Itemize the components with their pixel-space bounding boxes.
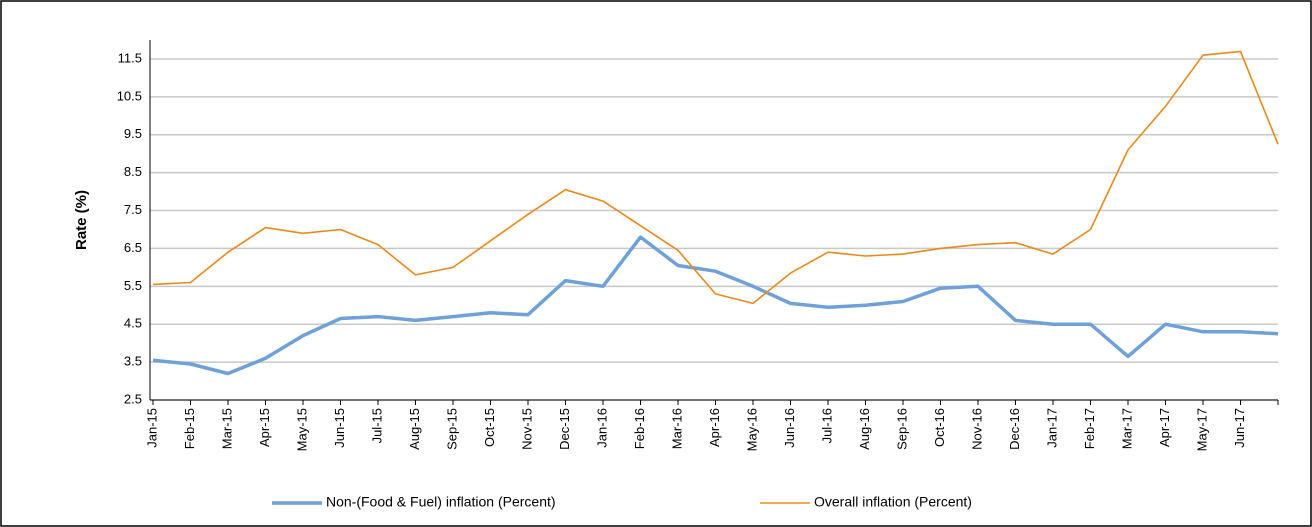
x-tick-label: Apr-16 (707, 408, 722, 447)
y-tick-label: 11.5 (118, 50, 142, 65)
x-tick-label: Sep-15 (444, 408, 459, 450)
x-tick-label: Mar-17 (1119, 408, 1134, 449)
x-tick-label: Jun-16 (782, 408, 797, 448)
y-tick-label: 9.5 (124, 126, 142, 141)
x-tick-label: Dec-16 (1007, 408, 1022, 450)
x-tick-label: Jan-16 (594, 408, 609, 448)
x-tick-label: Aug-16 (857, 408, 872, 450)
y-tick-label: 3.5 (124, 354, 142, 369)
x-tick-label: Feb-15 (182, 408, 197, 449)
x-tick-label: Nov-15 (519, 408, 534, 450)
x-tick-label: Mar-16 (669, 408, 684, 449)
x-tick-label: Dec-15 (557, 408, 572, 450)
x-tick-label: Sep-16 (894, 408, 909, 450)
series-line (152, 50, 1279, 305)
y-tick-label: 8.5 (124, 164, 142, 179)
y-tick-label: 5.5 (124, 278, 142, 293)
x-tick-label: Apr-17 (1157, 408, 1172, 447)
x-tick-label: Feb-16 (632, 408, 647, 449)
y-tick-label: 7.5 (124, 202, 142, 217)
y-axis-label: Rate (%) (73, 190, 90, 250)
y-tick-label: 4.5 (124, 316, 142, 331)
x-tick-label: May-17 (1194, 408, 1209, 451)
series-line (152, 235, 1279, 376)
x-tick-label: Jan-17 (1044, 408, 1059, 448)
x-tick-label: Mar-15 (219, 408, 234, 449)
x-tick-label: Jun-17 (1232, 408, 1247, 448)
x-tick-label: Aug-15 (407, 408, 422, 450)
x-tick-label: Jan-15 (144, 408, 159, 448)
x-tick-label: Jun-15 (332, 408, 347, 448)
x-tick-label: May-16 (744, 408, 759, 451)
x-tick-label: Feb-17 (1082, 408, 1097, 449)
y-tick-label: 10.5 (117, 88, 142, 103)
y-tick-label: 6.5 (124, 240, 142, 255)
x-tick-label: Apr-15 (257, 408, 272, 447)
x-tick-label: Nov-16 (969, 408, 984, 450)
y-tick-label: 2.5 (124, 391, 142, 406)
x-tick-label: Oct-15 (482, 408, 497, 447)
x-tick-label: Oct-16 (932, 408, 947, 447)
x-tick-label: May-15 (294, 408, 309, 451)
x-tick-label: Jul-16 (819, 408, 834, 443)
x-tick-label: Jul-15 (369, 408, 384, 443)
legend-label: Non-(Food & Fuel) inflation (Percent) (326, 494, 556, 510)
legend-label: Overall inflation (Percent) (814, 494, 972, 510)
